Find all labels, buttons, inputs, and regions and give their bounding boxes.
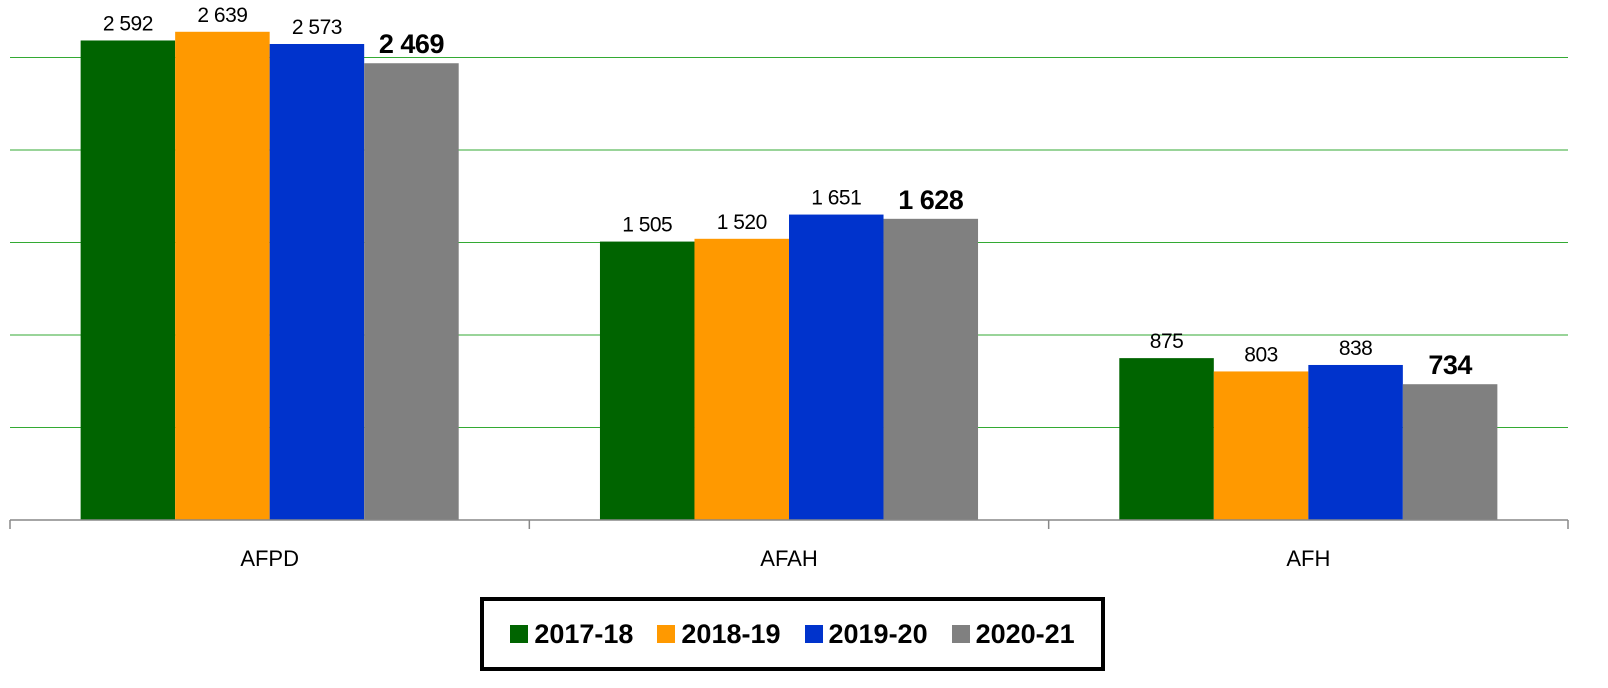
x-tick-label: AFPD <box>240 546 299 571</box>
data-label: 2 592 <box>103 12 153 35</box>
data-label: 2 469 <box>379 29 445 59</box>
data-label: 875 <box>1150 330 1184 353</box>
legend-swatch <box>510 625 529 643</box>
data-label: 1 628 <box>898 185 964 215</box>
legend-label: 2018-19 <box>681 618 781 649</box>
data-label: 734 <box>1428 350 1472 380</box>
legend-item: 2020-21 <box>951 618 1075 650</box>
legend-item: 2017-18 <box>510 619 633 650</box>
data-label: 2 573 <box>292 16 342 39</box>
bar <box>269 43 365 521</box>
x-tick-label: AFAH <box>760 546 817 571</box>
legend-item: 2018-19 <box>657 618 781 650</box>
bar <box>1119 358 1214 520</box>
legend-label: 2019-20 <box>828 618 928 649</box>
data-label: 1 505 <box>622 214 672 237</box>
bar <box>80 40 176 520</box>
data-label: 838 <box>1339 337 1373 360</box>
chart: 2 592 2 639 2 573 2 469 AFPD 1 505 1 520 1 651 1… <box>9 4 1569 571</box>
data-label: 803 <box>1244 343 1278 366</box>
bar <box>599 241 695 520</box>
legend-swatch <box>951 625 970 643</box>
bar <box>1402 384 1498 520</box>
data-label: 1 520 <box>717 211 767 234</box>
bar <box>175 31 270 520</box>
legend-label: 2020-21 <box>975 618 1075 649</box>
data-label: 1 651 <box>811 187 861 210</box>
x-tick-label: AFH <box>1286 546 1330 571</box>
bar <box>1213 371 1309 520</box>
legend-swatch <box>657 625 676 643</box>
bar <box>694 238 789 521</box>
legend-swatch <box>804 625 823 643</box>
legend-label: 2017-18 <box>534 618 634 649</box>
legend-item: 2019-20 <box>804 618 928 650</box>
data-label: 2 639 <box>197 4 247 27</box>
bar <box>789 214 884 520</box>
bar <box>883 218 979 520</box>
bar <box>364 63 459 521</box>
legend: 2017-18 2018-19 2019-20 2020-21 <box>480 597 1105 671</box>
bar <box>1308 364 1403 520</box>
